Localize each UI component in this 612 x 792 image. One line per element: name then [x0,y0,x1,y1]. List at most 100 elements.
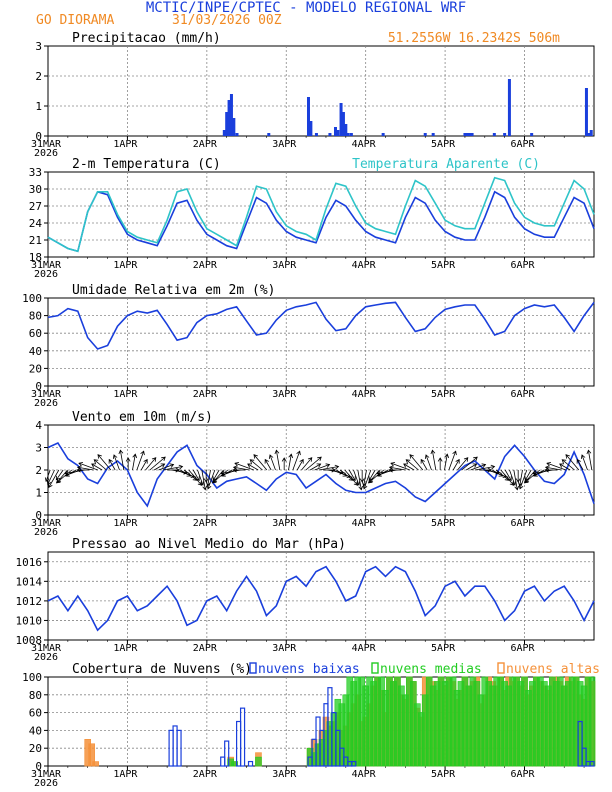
wind-arrow [212,469,224,483]
wind-arrow [55,469,64,481]
panel-title: Pressao ao Nivel Medio do Mar (hPa) [72,537,346,552]
wind-arrow [108,459,116,471]
y-tick-label: 3 [35,40,42,53]
legend-swatch [371,662,379,674]
y-tick-label: 1016 [16,556,43,569]
precip-bar [336,130,340,136]
panel-frame [47,45,595,137]
precip-bar [229,94,233,136]
wind-arrow [45,469,51,482]
wind-arrow-head [351,476,356,482]
wind-arrow [405,459,419,471]
wind-arrow-head [249,459,255,464]
y-tick-label: 21 [29,234,42,247]
x-tick-year: 2026 [34,527,58,538]
wind-arrow-head [143,458,148,464]
legend-swatch [249,662,257,674]
wind-arrow [565,454,580,471]
x-tick-label: 2APR [193,769,218,780]
wind-arrow [513,469,518,490]
precip-bar [423,133,427,136]
wind-arrow-head [274,449,280,455]
precip-bar [344,124,348,136]
precip-bar [227,100,231,136]
wind-arrow [389,466,406,471]
wind-arrow-head [76,465,82,471]
wind-arrow-head [288,453,294,459]
wind-arrow [353,469,360,486]
x-tick-label: 6APR [510,260,535,271]
wind-arrow [561,459,575,471]
wind-arrow [461,456,478,471]
figure-title: MCTIC/INPE/CPTEC - MODELO REGIONAL WRF [146,0,466,16]
x-tick-label: 2APR [193,389,218,400]
wind-arrow [47,469,55,485]
wind-arrow [444,454,448,471]
wind-arrow [318,466,339,471]
x-tick-label: 4APR [352,389,377,400]
wind-arrow [48,469,60,488]
x-tick-label: 2APR [193,139,218,150]
wind-arrow-head [203,478,209,483]
y-tick-label: 2 [35,464,42,477]
precip-bar [314,133,318,136]
series-line-blue [47,190,595,253]
precip-bar [267,133,271,136]
precip-bar [431,133,435,136]
y-tick-label: 4 [35,419,42,432]
panel-frame [47,551,595,641]
wind-arrow-head [161,456,166,462]
wind-arrow-head [409,454,414,459]
wind-arrow-head [586,449,592,455]
wind-arrow [470,464,486,471]
wind-arrow [533,469,553,474]
wind-arrow [221,469,241,474]
wind-arrow-head [576,458,581,464]
wind-arrow [91,463,103,471]
wind-arrow-head [264,458,269,464]
precip-bar [470,133,474,136]
cloud-bar-low [176,729,182,767]
wind-arrow-head [511,481,517,486]
wind-arrow-head [565,454,570,459]
x-tick-label: 1APR [113,643,138,654]
wind-arrow-head [463,457,469,462]
wind-arrow-head [376,470,382,476]
wind-arrow-head [490,464,496,470]
wind-arrow-head [359,478,365,483]
wind-arrow [184,469,198,481]
wind-arrow-head [232,465,238,471]
y-tick-label: 24 [29,217,43,230]
precip-bar [309,121,313,136]
wind-arrow [56,469,68,483]
cloud-bar-high [92,761,99,767]
wind-arrow [93,459,107,471]
wind-arrow [545,466,562,471]
wind-arrow [431,450,437,471]
x-tick-label: 3APR [272,643,297,654]
wind-arrow-head [546,462,552,467]
x-tick-label: 4APR [352,769,377,780]
wind-arrow [149,456,166,471]
x-tick-label: 1APR [113,139,138,150]
precip-bar [346,133,350,136]
panel-title: Cobertura de Nuvens (%) [72,662,252,677]
wind-arrow [344,469,358,486]
x-tick-label: 1APR [113,518,138,529]
x-tick-label: 31MAR [31,769,62,780]
precip-bar [589,130,593,136]
wind-arrow [519,469,523,486]
wind-arrow-head [452,450,457,456]
x-tick-year: 2026 [34,778,58,789]
wind-arrow [587,450,593,471]
wind-arrow-head [108,458,113,464]
wind-arrow-head [325,463,331,468]
wind-arrow-head [44,477,50,483]
wind-arrow-head [509,481,515,486]
precip-bar [507,79,511,136]
wind-arrow-head [199,481,205,486]
